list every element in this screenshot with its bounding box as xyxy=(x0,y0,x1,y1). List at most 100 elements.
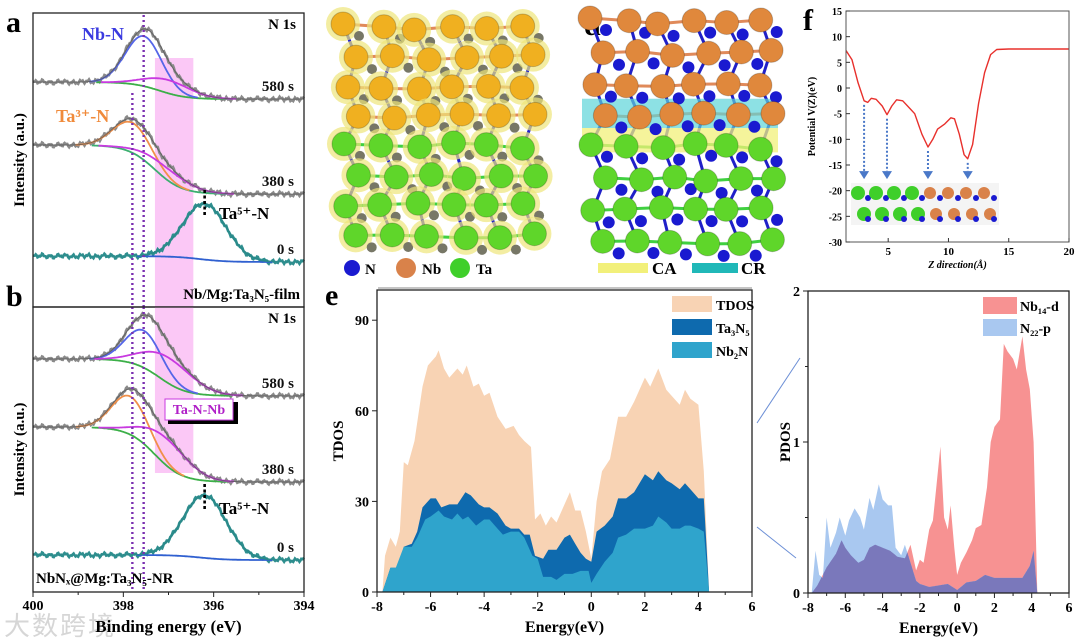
fit-envelope-line xyxy=(33,388,304,483)
nb-atom xyxy=(696,40,722,66)
n-atom xyxy=(715,187,728,200)
background-line xyxy=(91,426,228,483)
legend-label: CA xyxy=(652,259,677,278)
n-atom xyxy=(602,216,615,229)
ta-atom xyxy=(510,191,536,217)
ta-atom xyxy=(590,228,616,254)
x-axis-label: Binding energy (eV) xyxy=(95,617,241,636)
legend-label: N₂₂-p xyxy=(1020,322,1051,337)
legend-label: Nb₂N xyxy=(716,345,748,360)
nb-atom xyxy=(978,187,990,199)
fit-envelope-line xyxy=(33,118,304,195)
annotation-ta5-n: Ta⁵⁺-N xyxy=(219,499,270,518)
ta-atom xyxy=(331,131,357,157)
n-atom xyxy=(604,90,617,103)
n-atom xyxy=(612,58,625,71)
n-atom xyxy=(636,91,649,104)
nb-atom xyxy=(659,101,685,127)
x-tick-label: 15 xyxy=(1003,246,1015,258)
tdos-chart: -8 -6 -4 -2 0 2 4 60306090Energy(eV)TDOSTDOSTa₃… xyxy=(331,289,756,636)
n-atom xyxy=(751,184,764,197)
ta-atom xyxy=(657,229,683,255)
annotation-ta3-n: Ta³⁺-N xyxy=(56,106,109,126)
nb-atom xyxy=(345,103,371,129)
x-tick-label: 10 xyxy=(943,246,955,258)
arrow-head-icon xyxy=(922,171,933,180)
nb-atom xyxy=(416,47,442,73)
nb-atom xyxy=(748,7,774,33)
fit-envelope-line xyxy=(33,28,304,100)
ta-atom xyxy=(693,168,719,194)
x-axis-label: Z direction(Å) xyxy=(927,259,987,271)
n-atom xyxy=(497,151,508,162)
x-tick-label: 4 xyxy=(1028,601,1035,616)
y-axis-label: Potential V(Z)(eV) xyxy=(807,77,818,157)
nb-atom xyxy=(520,42,546,68)
ta-atom xyxy=(487,225,513,251)
nb-atom xyxy=(577,5,603,31)
watermark: 大数跨境 xyxy=(4,612,117,642)
ta-atom xyxy=(761,166,787,192)
nb-atom xyxy=(582,72,608,98)
x-tick-label: 0 xyxy=(954,601,961,616)
n-atom xyxy=(736,28,749,41)
trace-380s xyxy=(32,385,306,487)
legend-label: N xyxy=(365,262,376,278)
ta-atom xyxy=(453,225,479,251)
zoom-connector-line xyxy=(756,526,797,559)
n-atom xyxy=(748,120,761,133)
nb-atom xyxy=(474,16,500,42)
n-atom xyxy=(771,213,784,226)
n-atom xyxy=(684,183,697,196)
ta-atom xyxy=(333,193,359,219)
n-atom xyxy=(883,195,889,201)
nb-atom xyxy=(401,17,427,43)
x-tick-label: 4 xyxy=(695,600,702,615)
nb-atom xyxy=(440,14,466,40)
legend-label: Ta xyxy=(476,262,493,278)
nb-atom xyxy=(454,45,480,71)
nb-atom xyxy=(379,43,405,69)
x-tick-label: -8 xyxy=(371,600,383,615)
n-atom xyxy=(403,62,414,73)
xps-panel-b: 580 s 380 s 0 s N 1s NbNₓ@Mg:Ta₃N₅-NR Intensi… xyxy=(12,306,315,636)
n-atom xyxy=(600,24,612,36)
n-atom xyxy=(649,123,662,136)
y-tick-label: 1 xyxy=(793,436,800,451)
legend-label: Nb₁₄-d xyxy=(1020,300,1059,315)
annotation-ta5-n: Ta⁵⁺-N xyxy=(219,204,270,223)
background-line xyxy=(96,81,232,100)
area-nb2n xyxy=(382,510,710,592)
n-atom xyxy=(769,91,782,104)
legend-atom-n-icon xyxy=(344,260,360,276)
n-atom xyxy=(477,244,488,255)
area-overlap xyxy=(811,540,1039,593)
trace-label: 0 s xyxy=(277,242,294,258)
ta-atom xyxy=(578,132,604,158)
ta-atom xyxy=(368,132,394,158)
x-tick-label: 20 xyxy=(1064,246,1076,258)
nb-atom xyxy=(942,187,954,199)
n-atom xyxy=(865,195,871,201)
n-atom xyxy=(403,241,414,252)
legend-atom-nb-icon xyxy=(396,258,416,278)
ta-atom xyxy=(713,196,739,222)
nb-atom xyxy=(659,42,685,68)
y-tick-label: 0 xyxy=(793,587,800,602)
legend-cr-swatch xyxy=(692,263,738,273)
ta-atom xyxy=(473,132,499,158)
ta-atom xyxy=(682,131,708,157)
nb-atom xyxy=(728,39,754,65)
n-atom xyxy=(955,216,961,222)
n-atom xyxy=(704,26,717,39)
nb-atom xyxy=(747,72,773,98)
ta-atom xyxy=(407,134,433,160)
trace-label: 380 s xyxy=(262,462,294,478)
nb-atom xyxy=(592,103,618,129)
n-atom xyxy=(667,29,680,42)
legend-swatch xyxy=(983,297,1017,314)
ta-atom xyxy=(851,186,865,200)
ta-atom xyxy=(612,196,638,222)
nb-atom xyxy=(522,101,548,127)
ta-atom xyxy=(473,192,499,218)
